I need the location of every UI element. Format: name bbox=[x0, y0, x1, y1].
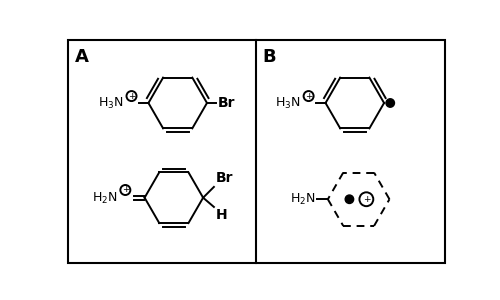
Text: B: B bbox=[262, 47, 276, 65]
Text: H: H bbox=[216, 208, 227, 223]
Text: Br: Br bbox=[216, 171, 233, 185]
Text: +: + bbox=[362, 195, 370, 204]
Text: Br: Br bbox=[218, 96, 236, 110]
Text: H$_3$N: H$_3$N bbox=[98, 96, 124, 111]
FancyBboxPatch shape bbox=[68, 40, 445, 263]
Circle shape bbox=[345, 195, 354, 203]
Text: A: A bbox=[74, 47, 88, 65]
Text: H$_2$N: H$_2$N bbox=[290, 192, 316, 207]
Text: +: + bbox=[122, 185, 129, 194]
Circle shape bbox=[386, 99, 394, 107]
Text: H$_3$N: H$_3$N bbox=[276, 96, 301, 111]
Text: +: + bbox=[128, 92, 136, 100]
Text: +: + bbox=[305, 92, 312, 100]
Text: H$_2$N: H$_2$N bbox=[92, 191, 118, 206]
